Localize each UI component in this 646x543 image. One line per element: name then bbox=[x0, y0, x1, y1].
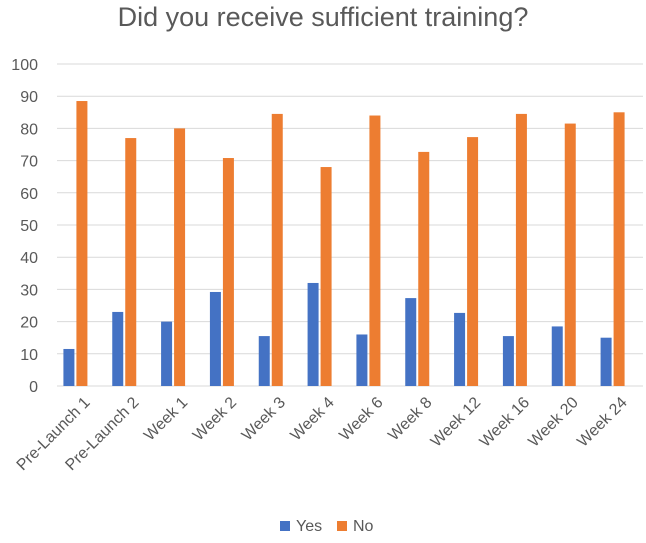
bar-no bbox=[467, 137, 479, 386]
legend-swatch-yes bbox=[280, 521, 290, 531]
y-tick-label: 20 bbox=[20, 315, 38, 332]
bar-no bbox=[418, 151, 430, 386]
y-tick-label: 40 bbox=[20, 250, 38, 267]
bar-yes bbox=[63, 348, 75, 386]
y-tick-label: 10 bbox=[20, 347, 38, 364]
y-tick-label: 50 bbox=[20, 218, 38, 235]
x-tick-label: Week 8 bbox=[385, 394, 435, 444]
bar-no bbox=[613, 112, 625, 387]
y-tick-label: 0 bbox=[29, 379, 38, 396]
bar-yes bbox=[405, 298, 417, 386]
bar-yes bbox=[161, 321, 173, 386]
bar-yes bbox=[600, 337, 612, 386]
bars bbox=[63, 101, 625, 387]
gridlines bbox=[57, 63, 643, 387]
y-tick-label: 80 bbox=[20, 121, 38, 138]
bar-yes bbox=[551, 326, 563, 386]
bar-no bbox=[515, 113, 527, 386]
x-tick-label: Week 16 bbox=[477, 394, 534, 451]
bar-yes bbox=[454, 312, 466, 386]
bar-no bbox=[174, 128, 186, 386]
y-tick-label: 70 bbox=[20, 154, 38, 171]
x-tick-label: Week 24 bbox=[574, 394, 631, 451]
y-tick-label: 60 bbox=[20, 186, 38, 203]
bar-no bbox=[125, 138, 137, 386]
bar-yes bbox=[112, 311, 124, 386]
bar-no bbox=[564, 123, 576, 386]
x-tick-label: Week 6 bbox=[336, 394, 386, 444]
x-tick-label: Week 12 bbox=[428, 394, 485, 451]
legend: Yes No bbox=[280, 518, 374, 535]
y-tick-label: 100 bbox=[11, 57, 38, 74]
bar-no bbox=[369, 115, 381, 387]
legend-swatch-no bbox=[337, 521, 347, 531]
bar-yes bbox=[502, 336, 514, 386]
legend-label-yes: Yes bbox=[296, 518, 322, 535]
bar-yes bbox=[356, 334, 368, 386]
bar-no bbox=[222, 158, 234, 386]
y-tick-label: 30 bbox=[20, 282, 38, 299]
bar-yes bbox=[258, 336, 270, 386]
bar-no bbox=[271, 113, 283, 386]
x-tick-label: Week 2 bbox=[190, 394, 240, 444]
x-tick-label: Week 3 bbox=[239, 394, 289, 444]
y-tick-label: 90 bbox=[20, 89, 38, 106]
legend-label-no: No bbox=[353, 518, 374, 535]
x-tick-label: Week 1 bbox=[141, 394, 191, 444]
chart-title: Did you receive sufficient training? bbox=[117, 2, 529, 32]
bar-yes bbox=[209, 291, 221, 386]
x-tick-label: Week 20 bbox=[525, 394, 582, 451]
bar-no bbox=[76, 101, 88, 386]
y-axis-tick-labels: 0 10 20 30 40 50 60 70 80 90 100 bbox=[11, 57, 38, 396]
bar-yes bbox=[307, 282, 319, 386]
x-tick-label: Week 4 bbox=[288, 394, 338, 444]
bar-no bbox=[320, 167, 332, 386]
